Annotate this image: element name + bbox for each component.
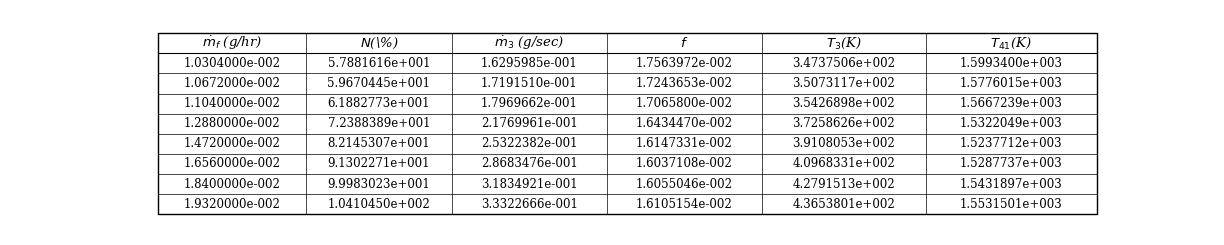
Text: 1.7065800e-002: 1.7065800e-002 [635,97,732,110]
Text: 1.8400000e-002: 1.8400000e-002 [184,178,280,191]
Text: 1.0410450e+002: 1.0410450e+002 [328,198,431,211]
Text: 1.5237712e+003: 1.5237712e+003 [960,137,1062,150]
Text: $T_3$(K): $T_3$(K) [826,36,862,51]
Text: $\dot{m}_f$ (g/hr): $\dot{m}_f$ (g/hr) [202,34,262,52]
Text: 1.7191510e-001: 1.7191510e-001 [481,77,578,90]
Text: 1.2880000e-002: 1.2880000e-002 [184,117,280,130]
Text: $T_{41}$(K): $T_{41}$(K) [990,36,1032,51]
Text: 6.1882773e+001: 6.1882773e+001 [328,97,430,110]
Text: 1.7969662e-001: 1.7969662e-001 [481,97,578,110]
Text: 3.5426898e+002: 3.5426898e+002 [792,97,895,110]
Text: 1.7243653e-002: 1.7243653e-002 [635,77,732,90]
Text: 3.5073117e+002: 3.5073117e+002 [792,77,895,90]
Text: 1.0672000e-002: 1.0672000e-002 [184,77,280,90]
Text: 3.7258626e+002: 3.7258626e+002 [792,117,895,130]
Text: $\dot{m}_3$ (g/sec): $\dot{m}_3$ (g/sec) [494,34,564,52]
Text: 4.0968331e+002: 4.0968331e+002 [792,158,895,171]
Text: 1.5993400e+003: 1.5993400e+003 [960,57,1062,70]
Text: 9.1302271e+001: 9.1302271e+001 [328,158,430,171]
Text: 2.5322382e-001: 2.5322382e-001 [481,137,578,150]
Text: 1.4720000e-002: 1.4720000e-002 [184,137,280,150]
Text: 1.5776015e+003: 1.5776015e+003 [960,77,1062,90]
Text: 1.5531501e+003: 1.5531501e+003 [960,198,1062,211]
Text: 1.6560000e-002: 1.6560000e-002 [184,158,280,171]
Text: 1.1040000e-002: 1.1040000e-002 [184,97,280,110]
Text: 1.5431897e+003: 1.5431897e+003 [960,178,1062,191]
Text: 1.7563972e-002: 1.7563972e-002 [635,57,732,70]
Text: 3.3322666e-001: 3.3322666e-001 [481,198,578,211]
Text: 1.6105154e-002: 1.6105154e-002 [635,198,732,211]
Text: 3.9108053e+002: 3.9108053e+002 [792,137,895,150]
Text: 5.9670445e+001: 5.9670445e+001 [327,77,431,90]
Text: 1.6295985e-001: 1.6295985e-001 [481,57,578,70]
Text: 1.0304000e-002: 1.0304000e-002 [184,57,280,70]
Text: 2.8683476e-001: 2.8683476e-001 [481,158,578,171]
Text: 1.6434470e-002: 1.6434470e-002 [635,117,733,130]
Text: 1.6055046e-002: 1.6055046e-002 [635,178,733,191]
Text: 1.6147331e-002: 1.6147331e-002 [635,137,732,150]
Text: 8.2145307e+001: 8.2145307e+001 [328,137,430,150]
Text: 4.3653801e+002: 4.3653801e+002 [792,198,895,211]
Text: 5.7881616e+001: 5.7881616e+001 [328,57,430,70]
Text: 1.5667239e+003: 1.5667239e+003 [960,97,1062,110]
Text: 1.5287737e+003: 1.5287737e+003 [960,158,1062,171]
Text: 1.6037108e-002: 1.6037108e-002 [635,158,732,171]
Text: 7.2388389e+001: 7.2388389e+001 [328,117,430,130]
Text: 2.1769961e-001: 2.1769961e-001 [481,117,578,130]
Text: 3.1834921e-001: 3.1834921e-001 [481,178,578,191]
Text: $f$: $f$ [681,36,688,50]
Text: 1.9320000e-002: 1.9320000e-002 [184,198,280,211]
Text: 1.5322049e+003: 1.5322049e+003 [960,117,1062,130]
Text: 9.9983023e+001: 9.9983023e+001 [328,178,431,191]
Text: 3.4737506e+002: 3.4737506e+002 [792,57,895,70]
Text: 4.2791513e+002: 4.2791513e+002 [792,178,895,191]
Text: $N$(\%): $N$(\%) [360,36,398,51]
